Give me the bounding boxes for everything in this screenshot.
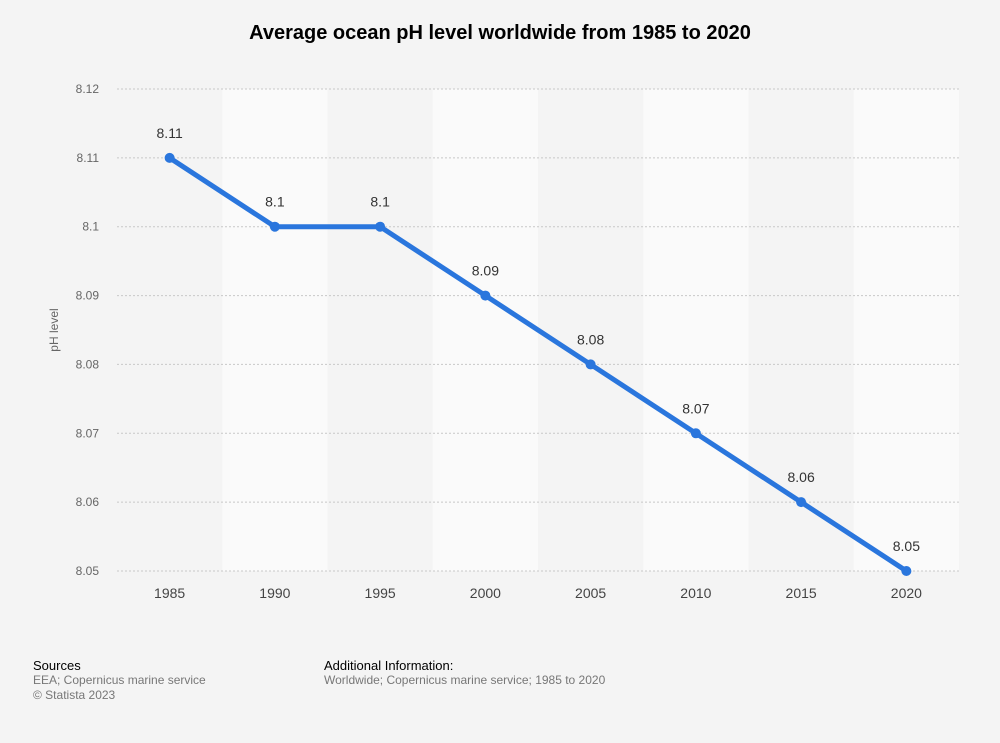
x-tick-label: 1990 — [259, 585, 290, 601]
y-tick-label: 8.11 — [77, 151, 100, 165]
x-tick-label: 2010 — [680, 585, 711, 601]
data-label: 8.1 — [265, 194, 285, 210]
data-point — [690, 428, 701, 439]
y-tick-label: 8.1 — [82, 220, 99, 234]
data-label: 8.06 — [788, 469, 815, 485]
y-tick-label: 8.12 — [76, 82, 100, 96]
y-tick-label: 8.08 — [76, 357, 100, 371]
x-tick-label: 2015 — [786, 585, 817, 601]
data-point — [480, 290, 491, 301]
data-point — [269, 221, 280, 232]
data-label: 8.1 — [370, 194, 390, 210]
line-chart: 8.05 8.06 8.07 8.08 8.09 8.1 8.11 8.12 pH level 1… — [47, 82, 959, 601]
column-band — [643, 89, 749, 571]
column-band — [222, 89, 328, 571]
x-tick-label: 1985 — [154, 585, 185, 601]
additional-info-text: Worldwide; Copernicus marine service; 19… — [324, 673, 606, 687]
data-label: 8.05 — [893, 538, 920, 554]
data-point — [796, 497, 807, 508]
data-point — [375, 221, 386, 232]
x-tick-label: 2020 — [891, 585, 922, 601]
y-tick-label: 8.07 — [76, 426, 100, 440]
data-label: 8.07 — [682, 400, 709, 416]
y-tick-label: 8.09 — [76, 289, 100, 303]
column-band — [853, 89, 959, 571]
series-line — [168, 155, 908, 574]
additional-info-block: Additional Information: Worldwide; Coper… — [324, 658, 605, 688]
sources-heading: Sources — [33, 658, 81, 673]
column-band — [432, 89, 538, 571]
x-tick-label: 2005 — [575, 585, 606, 601]
chart-title: Average ocean pH level worldwide from 19… — [249, 22, 751, 44]
copyright: © Statista 2023 — [33, 688, 116, 702]
x-tick-label: 1995 — [365, 585, 396, 601]
x-tick-label: 2000 — [470, 585, 501, 601]
data-label: 8.09 — [472, 263, 499, 279]
data-label: 8.11 — [157, 125, 183, 141]
data-point — [585, 359, 596, 370]
sources-text: EEA; Copernicus marine service — [33, 673, 206, 687]
y-tick-label: 8.06 — [76, 495, 100, 509]
y-tick-label: 8.05 — [76, 564, 100, 578]
additional-info-heading: Additional Information: — [324, 658, 454, 673]
data-label: 8.08 — [577, 331, 604, 347]
sources-block: Sources EEA; Copernicus marine service ©… — [33, 658, 206, 703]
data-point — [164, 152, 175, 163]
y-axis-label: pH level — [47, 308, 61, 351]
data-point — [901, 566, 912, 576]
